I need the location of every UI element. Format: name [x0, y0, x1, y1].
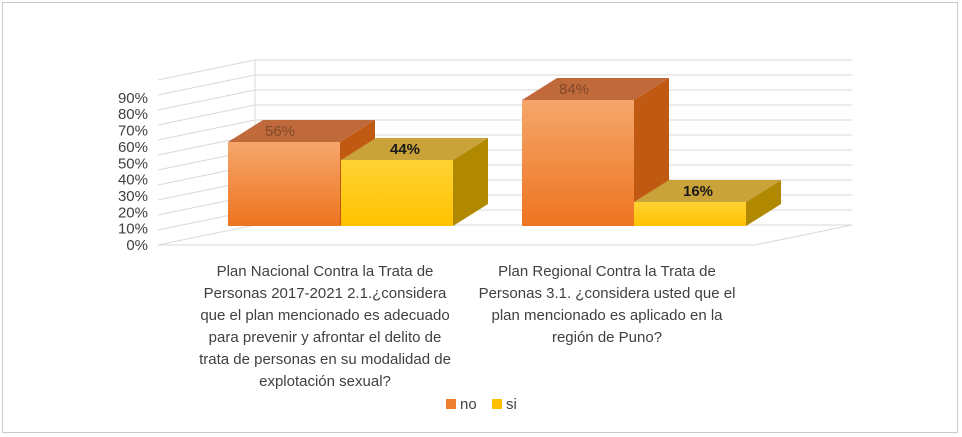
y-tick-label: 0%	[126, 237, 148, 254]
gridline-side	[157, 104, 256, 126]
y-tick-label: 90%	[118, 90, 148, 107]
category-labels: Plan Nacional Contra la Trata de Personas…	[199, 263, 735, 390]
category-label-2: Plan Regional Contra la Trata de Personas…	[479, 263, 736, 346]
bar-top-face	[228, 120, 375, 142]
legend-item-si: si	[492, 396, 517, 413]
data-label-si-2: 16%	[683, 183, 713, 200]
gridline-side	[157, 59, 256, 81]
y-tick-label: 40%	[118, 172, 148, 189]
legend-label: si	[506, 396, 517, 413]
data-label-no-2: 84%	[559, 81, 589, 98]
y-tick-label: 10%	[118, 221, 148, 238]
y-tick-label: 70%	[118, 123, 148, 140]
chart-floor	[157, 224, 853, 246]
bar-front-face	[341, 160, 453, 226]
category-label-1: Plan Nacional Contra la Trata de Personas…	[199, 263, 451, 390]
bar-side-face	[453, 138, 488, 226]
gridline-side	[157, 89, 256, 111]
y-tick-label: 30%	[118, 188, 148, 205]
bar-front-face	[228, 142, 340, 226]
bar-si-2	[634, 180, 781, 226]
gridline-side	[157, 74, 256, 96]
legend: no si	[446, 396, 517, 413]
bar-top-face	[634, 180, 781, 202]
bar-top-face	[522, 78, 669, 100]
data-label-no-1: 56%	[265, 123, 295, 140]
bar-si-1	[341, 138, 488, 226]
legend-label: no	[460, 396, 477, 413]
y-tick-label: 60%	[118, 139, 148, 156]
legend-item-no: no	[446, 396, 477, 413]
data-label-si-1: 44%	[390, 141, 420, 158]
y-tick-label: 80%	[118, 106, 148, 123]
bars	[228, 78, 781, 226]
legend-swatch	[492, 399, 502, 409]
bar-no-2	[522, 78, 669, 226]
y-axis-tick-labels: 0%10%20%30%40%50%60%70%80%90%	[118, 90, 148, 254]
bar-side-face	[746, 180, 781, 226]
legend-swatch	[446, 399, 456, 409]
data-labels: 56% 44% 84% 16%	[265, 81, 713, 200]
bar-front-face	[634, 202, 746, 226]
y-tick-label: 50%	[118, 155, 148, 172]
y-tick-label: 20%	[118, 204, 148, 221]
bar-top-face	[341, 138, 488, 160]
gridline-side	[157, 119, 256, 141]
bar-front-face	[522, 100, 634, 226]
